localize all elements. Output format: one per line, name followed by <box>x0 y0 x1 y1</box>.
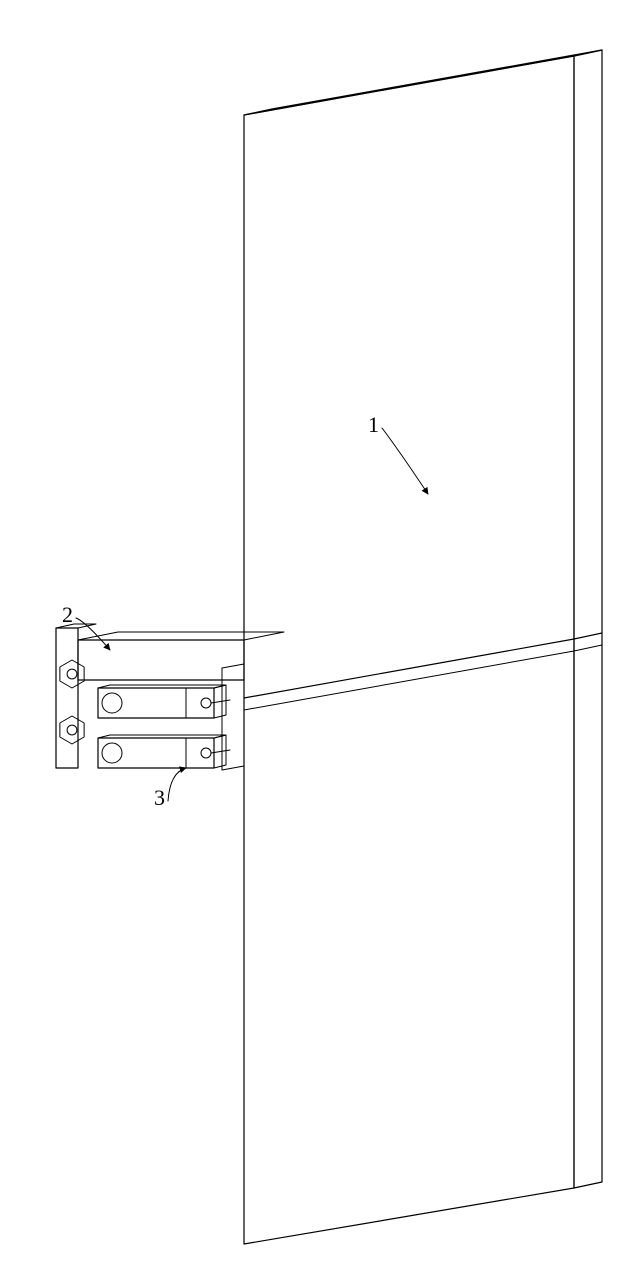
label-clamp: 3 <box>154 785 165 810</box>
label-bracket: 2 <box>62 602 73 627</box>
technical-diagram: 1 2 3 <box>0 0 640 1276</box>
label-panel: 1 <box>368 412 379 437</box>
